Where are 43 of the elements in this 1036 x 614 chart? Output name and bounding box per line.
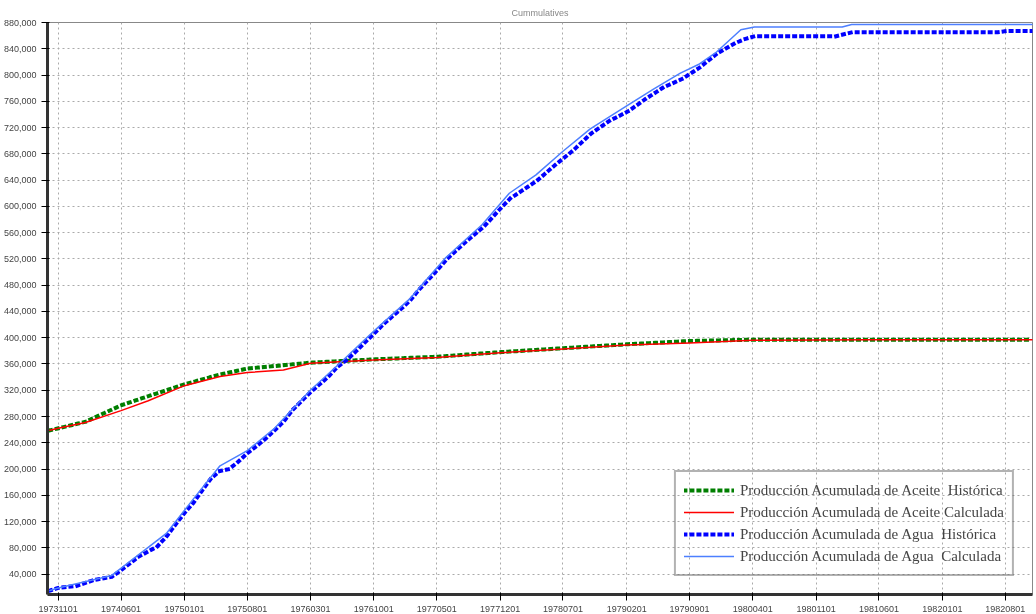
y-tick-label: 600,000 [3,201,37,212]
x-tick-label: 19810601 [858,603,899,614]
y-tick-label: 520,000 [3,253,37,264]
y-tick-label: 160,000 [3,490,37,501]
x-tick-label: 19790201 [606,603,647,614]
x-tick-label: 19820801 [985,603,1026,614]
y-tick-label: 320,000 [3,385,37,396]
legend-label: Producción Acumulada de Aceite Calculada [739,503,1004,521]
y-tick-label: 40,000 [8,569,37,580]
x-tick-label: 19770501 [416,603,457,614]
y-tick-label: 840,000 [3,43,37,54]
x-tick-label: 19820101 [922,603,963,614]
y-tick-label: 480,000 [3,280,37,291]
x-tick-label: 19750801 [227,603,268,614]
x-tick-label: 19780701 [542,603,583,614]
x-tick-label: 19800401 [732,603,773,614]
x-tick-label: 19760301 [290,603,331,614]
x-tick-label: 19801101 [796,603,836,614]
y-tick-label: 360,000 [3,358,37,369]
y-tick-label: 240,000 [3,437,37,448]
y-tick-label: 720,000 [3,122,37,133]
x-tick-label: 19731101 [38,603,78,614]
x-tick-label: 19750101 [164,603,205,614]
x-tick-label: 19740601 [100,603,142,614]
legend-label: Producción Acumulada de Agua Calculada [739,547,1002,565]
x-tick-label: 19761001 [353,603,394,614]
legend-label: Producción Acumulada de Agua Histórica [739,525,997,543]
y-tick-label: 560,000 [3,227,37,238]
y-tick-label: 280,000 [3,411,37,422]
y-tick-label: 200,000 [3,464,37,475]
y-tick-label: 880,000 [3,17,37,28]
x-tick-label: 19790901 [669,603,710,614]
y-tick-label: 120,000 [3,516,37,527]
legend-label: Producción Acumulada de Aceite Histórica [739,481,1003,499]
y-tick-label: 680,000 [3,148,37,159]
y-tick-label: 80,000 [8,542,37,553]
chart-title: Cummulatives [511,7,570,18]
x-tick-label: 19771201 [480,603,521,614]
y-tick-label: 400,000 [3,332,37,343]
y-tick-label: 760,000 [3,96,37,107]
y-tick-label: 640,000 [3,175,37,186]
y-tick-label: 800,000 [3,70,37,81]
y-tick-label: 440,000 [3,306,37,317]
